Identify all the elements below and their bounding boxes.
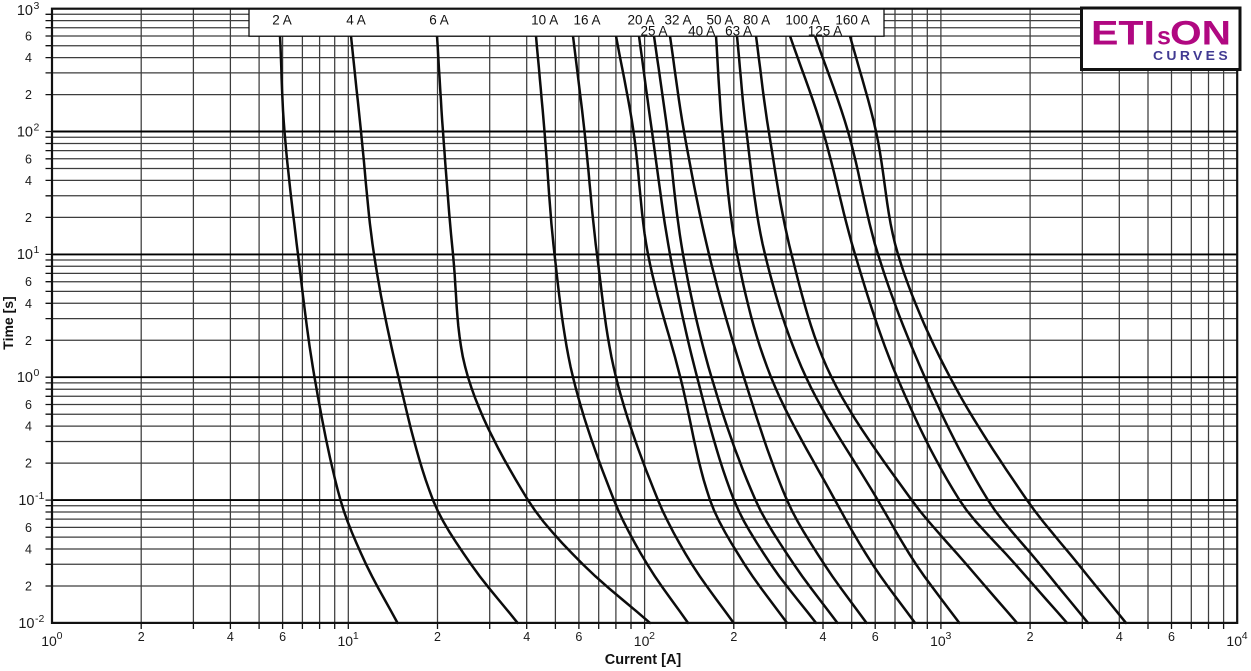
svg-text:1: 1 bbox=[34, 244, 40, 256]
svg-text:63 A: 63 A bbox=[725, 24, 752, 39]
svg-text:10: 10 bbox=[17, 3, 33, 19]
svg-text:1: 1 bbox=[353, 630, 359, 642]
svg-text:2: 2 bbox=[1027, 630, 1034, 644]
svg-text:-2: -2 bbox=[35, 613, 44, 625]
svg-text:10: 10 bbox=[338, 633, 354, 649]
svg-text:2: 2 bbox=[25, 457, 32, 471]
svg-text:Current [A]: Current [A] bbox=[605, 652, 682, 668]
svg-text:10: 10 bbox=[17, 247, 33, 263]
svg-text:4: 4 bbox=[1242, 630, 1248, 642]
svg-text:2: 2 bbox=[25, 211, 32, 225]
svg-text:6: 6 bbox=[25, 521, 32, 535]
svg-text:100 A: 100 A bbox=[785, 13, 820, 28]
svg-text:80 A: 80 A bbox=[743, 13, 770, 28]
svg-text:32 A: 32 A bbox=[664, 13, 691, 28]
svg-text:2 A: 2 A bbox=[272, 13, 292, 28]
svg-text:4: 4 bbox=[1116, 630, 1123, 644]
svg-text:2: 2 bbox=[434, 630, 441, 644]
svg-text:6: 6 bbox=[25, 30, 32, 44]
svg-text:10: 10 bbox=[17, 370, 33, 386]
svg-text:3: 3 bbox=[945, 630, 951, 642]
svg-text:4: 4 bbox=[25, 420, 32, 434]
svg-text:4: 4 bbox=[25, 297, 32, 311]
svg-text:2: 2 bbox=[25, 580, 32, 594]
svg-text:2: 2 bbox=[34, 121, 40, 133]
svg-text:ETI: ETI bbox=[1091, 15, 1155, 53]
svg-text:160 A: 160 A bbox=[835, 13, 870, 28]
svg-text:-1: -1 bbox=[35, 490, 44, 502]
svg-text:CURVES: CURVES bbox=[1153, 49, 1231, 63]
svg-text:0: 0 bbox=[57, 630, 63, 642]
svg-text:16 A: 16 A bbox=[573, 13, 600, 28]
svg-text:4: 4 bbox=[25, 543, 32, 557]
svg-text:4: 4 bbox=[227, 630, 234, 644]
svg-text:2: 2 bbox=[730, 630, 737, 644]
svg-text:0: 0 bbox=[34, 367, 40, 379]
svg-text:s: s bbox=[1157, 23, 1171, 51]
svg-text:10: 10 bbox=[930, 633, 946, 649]
svg-text:10: 10 bbox=[17, 124, 33, 140]
svg-text:6: 6 bbox=[25, 398, 32, 412]
svg-text:4: 4 bbox=[25, 51, 32, 65]
svg-text:ON: ON bbox=[1170, 15, 1231, 53]
svg-text:6: 6 bbox=[25, 152, 32, 166]
svg-text:50 A: 50 A bbox=[706, 13, 733, 28]
svg-text:Time [s]: Time [s] bbox=[0, 296, 16, 349]
svg-text:10: 10 bbox=[18, 493, 34, 509]
svg-text:10 A: 10 A bbox=[531, 13, 558, 28]
svg-text:4 A: 4 A bbox=[346, 13, 366, 28]
svg-text:10: 10 bbox=[1226, 633, 1242, 649]
svg-text:6 A: 6 A bbox=[429, 13, 449, 28]
svg-text:25 A: 25 A bbox=[640, 24, 667, 39]
svg-text:6: 6 bbox=[872, 630, 879, 644]
svg-text:6: 6 bbox=[25, 275, 32, 289]
svg-text:6: 6 bbox=[279, 630, 286, 644]
svg-text:4: 4 bbox=[25, 174, 32, 188]
svg-text:3: 3 bbox=[34, 0, 40, 12]
svg-text:40 A: 40 A bbox=[688, 24, 715, 39]
svg-text:20 A: 20 A bbox=[627, 13, 654, 28]
svg-text:6: 6 bbox=[1168, 630, 1175, 644]
svg-text:10: 10 bbox=[41, 633, 57, 649]
svg-text:2: 2 bbox=[649, 630, 655, 642]
svg-text:4: 4 bbox=[820, 630, 827, 644]
svg-text:2: 2 bbox=[25, 88, 32, 102]
svg-text:125 A: 125 A bbox=[808, 24, 843, 39]
svg-text:4: 4 bbox=[523, 630, 530, 644]
svg-text:2: 2 bbox=[25, 334, 32, 348]
svg-text:6: 6 bbox=[575, 630, 582, 644]
svg-text:10: 10 bbox=[18, 616, 34, 632]
svg-text:2: 2 bbox=[138, 630, 145, 644]
svg-text:10: 10 bbox=[634, 633, 650, 649]
